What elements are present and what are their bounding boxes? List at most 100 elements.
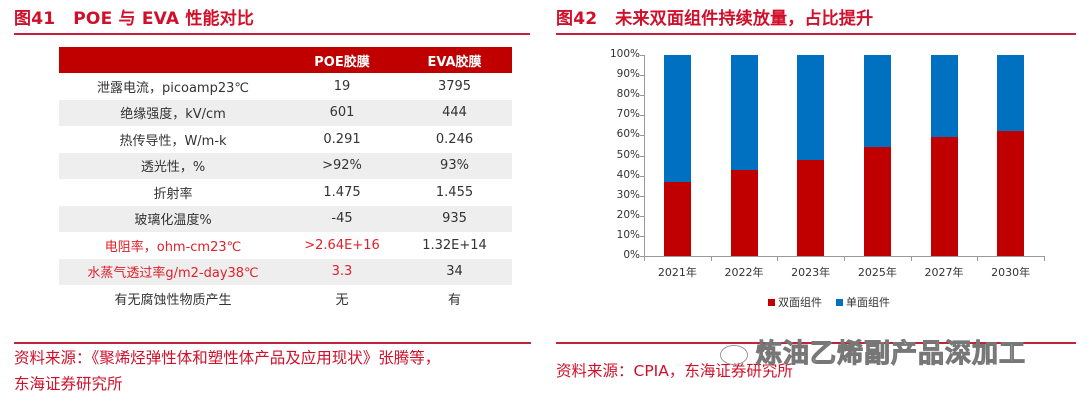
poe-value-cell: 601 <box>287 99 397 126</box>
table-row: 绝缘强度，kV/cm 601 444 <box>59 99 512 126</box>
bar-segment-bifacial <box>663 181 691 256</box>
bar-segment-monofacial <box>997 55 1025 132</box>
title-divider <box>556 33 1076 35</box>
figure-42-number: 图42 <box>556 9 598 29</box>
poe-value-cell: 1.475 <box>323 184 361 200</box>
header-property <box>59 47 287 73</box>
x-tick-label: 2021年 <box>657 266 697 279</box>
source-line-1: 资料来源：《聚烯烃弹性体和塑性体产品及应用现状》张腾等， <box>14 349 441 367</box>
watermark-text: 炼油乙烯副产品深加工 <box>755 339 1027 370</box>
property-cell: 热传导性，W/m-k <box>119 133 227 149</box>
y-tick-mark <box>640 195 644 197</box>
y-tick-mark <box>640 95 644 97</box>
y-tick-mark <box>640 55 644 56</box>
bar-segment-bifacial <box>797 159 825 256</box>
stacked-bar <box>663 55 691 256</box>
x-tick-label: 2025年 <box>857 266 897 279</box>
y-tick-mark <box>640 235 644 237</box>
y-tick-label: 0% <box>623 249 640 261</box>
bar-segment-monofacial <box>663 55 691 182</box>
source-divider <box>14 342 531 344</box>
y-tick-mark <box>640 155 644 157</box>
x-tick-label: 2022年 <box>724 266 764 279</box>
eva-value-cell: 93% <box>397 152 512 179</box>
source-line-2: 东海证券研究所 <box>14 375 123 393</box>
legend-swatch-blue <box>836 298 843 306</box>
eva-value-cell: 0.246 <box>435 131 474 147</box>
property-cell: 折射率 <box>153 186 193 202</box>
poe-value-cell: 0.291 <box>323 131 361 147</box>
y-tick-label: 50% <box>616 148 640 161</box>
watermark: 炼油乙烯副产品深加工 <box>720 333 1026 370</box>
table-row: 玻璃化温度% -45 935 <box>59 205 512 232</box>
figure-42-panel: 图42 未来双面组件持续放量，占比提升 双面组件 单面组件 0% 10% 20% 30%… <box>540 0 1080 401</box>
legend-swatch-red <box>768 298 775 306</box>
stacked-bar <box>863 55 891 256</box>
source-text: 资料来源：CPIA，东海证券研究所 <box>556 362 793 380</box>
bar-segment-bifacial <box>863 147 891 256</box>
eva-value-cell: 1.32E+14 <box>422 237 487 253</box>
x-tick-mark <box>644 256 645 261</box>
property-cell: 有无腐蚀性物质产生 <box>114 292 232 308</box>
source-divider <box>556 342 1076 344</box>
poe-value-cell: >92% <box>287 152 397 179</box>
header-eva: EVA胶膜 <box>397 47 512 73</box>
poe-value-cell: 无 <box>335 292 349 308</box>
x-tick-mark <box>977 256 979 261</box>
x-tick-mark <box>844 256 845 261</box>
bar-segment-bifacial <box>997 131 1025 256</box>
property-cell: 水蒸气透过率g/m2-day38℃ <box>59 258 287 285</box>
y-tick-label: 30% <box>616 188 640 201</box>
eva-value-cell: 444 <box>397 99 512 126</box>
y-tick-mark <box>640 256 644 257</box>
y-tick-label: 90% <box>616 68 640 81</box>
comparison-table: POE胶膜 EVA胶膜 泄露电流，picoamp23℃ 19 3795 绝缘强度，kV… <box>59 47 512 312</box>
y-tick-label: 100% <box>609 48 640 60</box>
source-text: 资料来源：《聚烯烃弹性体和塑性体产品及应用现状》张腾等， 东海证券研究所 <box>14 345 440 397</box>
y-tick-mark <box>640 175 644 177</box>
eva-value-cell: 1.455 <box>435 184 474 200</box>
property-cell: 电阻率，ohm-cm23℃ <box>104 239 242 255</box>
y-tick-label: 10% <box>616 228 640 241</box>
legend-item-bifacial: 双面组件 <box>768 294 822 310</box>
x-tick-label: 2027年 <box>924 266 964 279</box>
poe-value-cell: -45 <box>287 205 397 232</box>
y-axis <box>644 55 645 257</box>
table-row: 泄露电流，picoamp23℃ 19 3795 <box>59 73 512 100</box>
table-row: 水蒸气透过率g/m2-day38℃ 3.3 34 <box>59 258 512 285</box>
stacked-bar <box>997 55 1025 256</box>
figure-42-title: 图42 未来双面组件持续放量，占比提升 <box>556 4 873 29</box>
bar-segment-monofacial <box>930 55 958 138</box>
eva-value-cell: 935 <box>397 205 512 232</box>
bar-segment-monofacial <box>730 55 758 170</box>
table-row: 电阻率，ohm-cm23℃ >2.64E+16 1.32E+14 <box>59 232 512 259</box>
stacked-bar <box>930 55 958 256</box>
poe-value-cell: 19 <box>333 78 351 94</box>
legend-label-bifacial: 双面组件 <box>778 296 822 309</box>
wechat-icon <box>720 344 748 365</box>
y-tick-mark <box>640 115 644 117</box>
figure-41-number: 图41 <box>14 9 56 29</box>
eva-value-cell: 34 <box>397 258 512 285</box>
eva-value-cell: 有 <box>447 292 461 308</box>
x-tick-mark <box>910 256 912 261</box>
x-tick-label: 2023年 <box>791 266 831 279</box>
poe-value-cell: >2.64E+16 <box>304 237 380 253</box>
x-tick-label: 2030年 <box>991 266 1031 279</box>
y-tick-label: 40% <box>616 168 640 181</box>
property-cell: 玻璃化温度% <box>59 205 287 232</box>
y-tick-mark <box>640 215 644 217</box>
legend-label-monofacial: 单面组件 <box>846 296 890 309</box>
figure-41-panel: 图41 POE 与 EVA 性能对比 POE胶膜 EVA胶膜 泄露电流，picoa… <box>14 9 531 397</box>
eva-value-cell: 3795 <box>437 78 472 94</box>
bar-segment-bifacial <box>730 169 758 256</box>
figure-41-title-text: POE 与 EVA 性能对比 <box>73 9 255 29</box>
y-tick-label: 70% <box>616 108 640 121</box>
y-tick-label: 60% <box>616 128 640 141</box>
x-tick-mark <box>710 256 712 261</box>
header-poe: POE胶膜 <box>287 47 397 73</box>
stacked-bar <box>730 55 758 256</box>
chart-legend: 双面组件 单面组件 <box>768 294 890 310</box>
table-header-row: POE胶膜 EVA胶膜 <box>59 47 512 73</box>
bar-segment-bifacial <box>930 137 958 256</box>
